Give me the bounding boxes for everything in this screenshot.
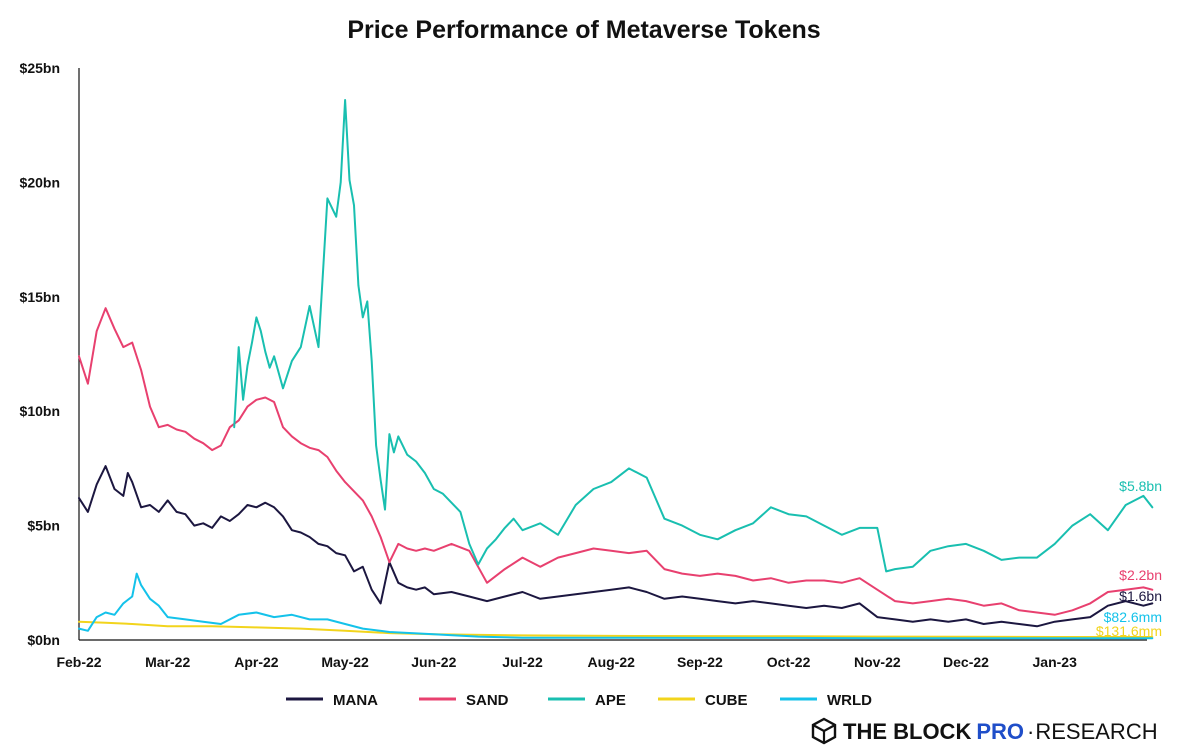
- series-lines: [78, 99, 1154, 640]
- x-tick-label: Mar-22: [145, 654, 190, 670]
- y-tick-label: $0bn: [27, 632, 60, 648]
- x-tick-label: Jun-22: [411, 654, 456, 670]
- x-tick-label: Sep-22: [677, 654, 723, 670]
- series-line-mana: [78, 465, 1154, 628]
- x-axis-ticks: Feb-22 Mar-22 Apr-22 May-22 Jun-22 Jul-22 Aug-…: [56, 654, 1077, 670]
- x-tick-label: Dec-22: [943, 654, 989, 670]
- end-labels: $1.6bn $2.2bn $5.8bn $131.6mm$82.6mm: [1096, 478, 1162, 639]
- brand-footer: THE BLOCK PRO ·RESEARCH: [811, 717, 1158, 745]
- end-label-cube: $131.6mm: [1096, 623, 1162, 639]
- brand-research: RESEARCH: [1035, 719, 1157, 744]
- legend-label-sand: SAND: [466, 692, 509, 709]
- end-label-mana: $1.6bn: [1119, 588, 1162, 604]
- y-tick-label: $10bn: [20, 403, 60, 419]
- x-tick-label: Aug-22: [587, 654, 635, 670]
- brand-text: THE BLOCK PRO ·RESEARCH: [843, 719, 1158, 744]
- cube-outline-icon: [811, 717, 837, 745]
- x-tick-label: Jul-22: [502, 654, 543, 670]
- legend-label-ape: APE: [595, 692, 626, 709]
- series-line-wrld: [78, 572, 1154, 640]
- y-tick-label: $20bn: [20, 174, 60, 190]
- y-tick-label: $15bn: [20, 289, 60, 305]
- legend: MANA SAND APE CUBE WRLD: [286, 692, 872, 709]
- brand-name: THE BLOCK: [843, 719, 971, 744]
- x-tick-label: Feb-22: [56, 654, 101, 670]
- y-tick-label: $5bn: [27, 518, 60, 534]
- end-label-wrld: $82.6mm: [1104, 609, 1162, 625]
- brand-separator: ·: [1027, 719, 1034, 744]
- x-tick-label: Nov-22: [854, 654, 901, 670]
- legend-label-cube: CUBE: [705, 692, 748, 709]
- end-label-sand: $2.2bn: [1119, 567, 1162, 583]
- legend-label-wrld: WRLD: [827, 692, 872, 709]
- x-tick-label: May-22: [321, 654, 369, 670]
- y-tick-label: $25bn: [20, 60, 60, 76]
- x-tick-label: Apr-22: [234, 654, 279, 670]
- end-label-ape: $5.8bn: [1119, 478, 1162, 494]
- series-line-ape: [233, 99, 1154, 573]
- legend-label-mana: MANA: [333, 692, 378, 709]
- y-axis-ticks: $0bn $5bn $10bn $15bn $20bn $25bn: [20, 60, 60, 648]
- chart-title: Price Performance of Metaverse Tokens: [347, 16, 820, 44]
- x-tick-label: Oct-22: [767, 654, 811, 670]
- series-line-sand: [78, 307, 1154, 616]
- x-tick-label: Jan-23: [1033, 654, 1078, 670]
- brand-pro: PRO: [976, 719, 1024, 744]
